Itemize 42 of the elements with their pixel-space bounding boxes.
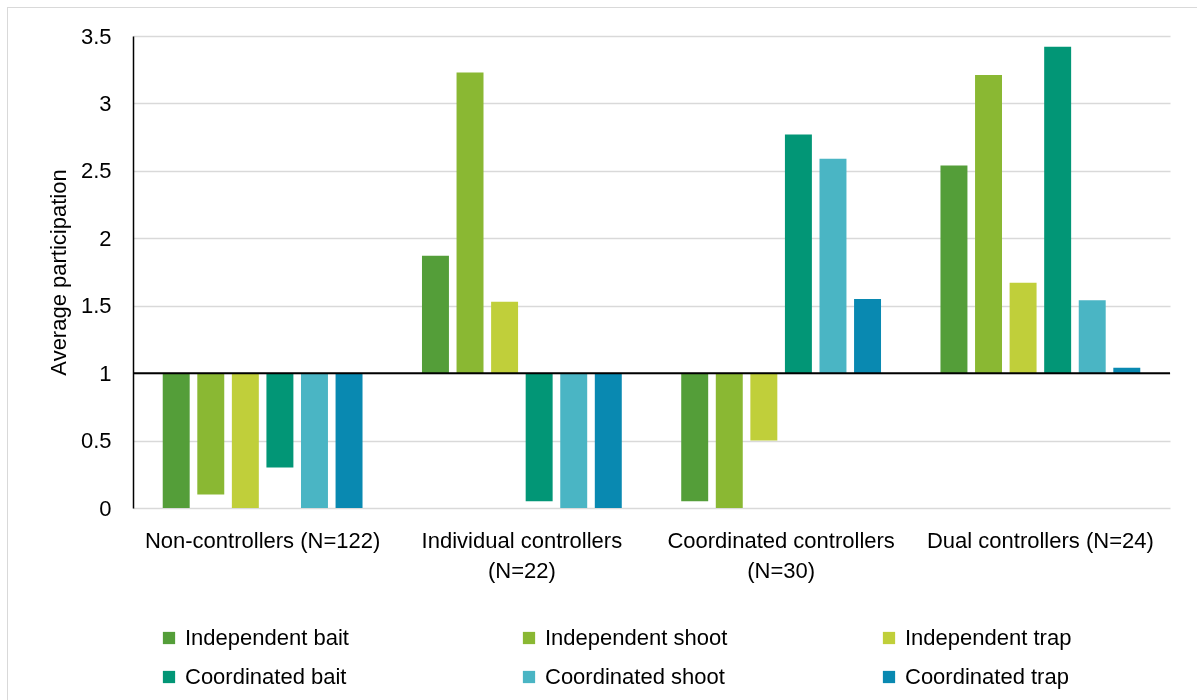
bar (162, 373, 190, 508)
bar (975, 75, 1003, 374)
y-tick-label: 1 (99, 360, 112, 386)
bar (300, 373, 328, 508)
legend-label: Independent shoot (545, 625, 728, 650)
bar (231, 373, 259, 508)
bar (1044, 46, 1072, 374)
bar (715, 373, 743, 508)
y-tick-label: 0.5 (80, 428, 112, 454)
bar (456, 72, 484, 374)
bar (784, 134, 812, 374)
bar (491, 301, 519, 374)
bar (335, 373, 363, 508)
x-tick-label: Individual controllers (N=22) (421, 527, 623, 583)
y-tick-label: 3 (99, 90, 112, 116)
bar (940, 165, 968, 374)
bar (594, 373, 622, 508)
legend-label: Coordinated shoot (545, 664, 725, 689)
bar (560, 373, 588, 508)
x-tick-label: Coordinated controllers (N=30) (667, 527, 895, 583)
bar (854, 298, 882, 374)
bar (525, 373, 553, 502)
bar (681, 373, 709, 502)
bar (266, 373, 294, 468)
legend-label: Independent trap (905, 625, 1072, 650)
y-axis-title: Average participation (45, 169, 71, 376)
bar (750, 373, 778, 441)
legend-label: Coordinated trap (905, 664, 1069, 689)
y-tick-label: 2.5 (80, 158, 112, 184)
x-tick-label: Dual controllers (N=24) (926, 527, 1154, 553)
y-tick-label: 0 (99, 495, 112, 521)
y-tick-label: 1.5 (80, 293, 112, 319)
bar (819, 158, 847, 374)
y-tick-label: 3.5 (80, 23, 112, 49)
legend-label: Coordinated bait (185, 664, 347, 689)
y-tick-label: 2 (99, 225, 112, 251)
bar (1078, 300, 1106, 374)
legend-label: Independent bait (185, 625, 349, 650)
bar (421, 255, 449, 374)
x-tick-label: Non-controllers (N=122) (144, 527, 381, 553)
bar (197, 373, 225, 495)
bar (1009, 282, 1037, 374)
